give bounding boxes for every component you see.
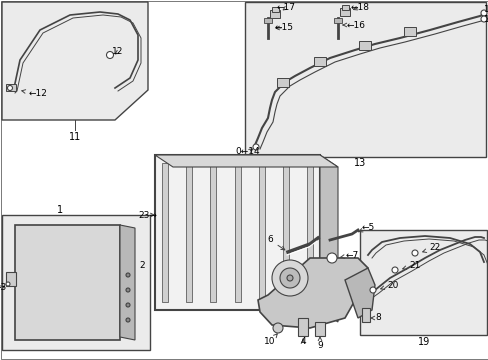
Circle shape <box>126 273 130 277</box>
Bar <box>313 57 325 66</box>
Text: 4: 4 <box>300 338 305 346</box>
Text: 11: 11 <box>69 132 81 142</box>
Text: ←16: ←16 <box>343 21 365 30</box>
Bar <box>361 308 369 322</box>
Polygon shape <box>345 268 374 318</box>
Circle shape <box>126 303 130 307</box>
Bar <box>339 8 349 16</box>
Bar <box>269 10 280 18</box>
Text: 9: 9 <box>317 337 322 350</box>
Bar <box>155 155 319 310</box>
Bar <box>15 225 120 340</box>
Circle shape <box>271 260 307 296</box>
Bar <box>2 215 150 350</box>
Text: 19: 19 <box>417 337 429 347</box>
Text: ←3: ←3 <box>0 284 7 292</box>
Text: ←12: ←12 <box>22 90 47 99</box>
Bar <box>282 163 288 302</box>
Text: 14: 14 <box>483 15 488 24</box>
Polygon shape <box>120 225 135 340</box>
Bar <box>341 5 348 10</box>
Circle shape <box>411 250 417 256</box>
Circle shape <box>326 253 336 263</box>
Text: ←18: ←18 <box>350 3 369 12</box>
Bar <box>403 27 415 36</box>
Text: 0←14: 0←14 <box>235 148 260 157</box>
Circle shape <box>272 323 283 333</box>
Circle shape <box>480 16 486 22</box>
Bar <box>210 163 216 302</box>
Circle shape <box>7 85 13 90</box>
Text: 13: 13 <box>353 158 366 168</box>
Bar <box>234 163 240 302</box>
Text: ←17: ←17 <box>276 4 295 13</box>
Bar <box>258 163 264 302</box>
Text: 1: 1 <box>57 205 63 215</box>
Text: ←5: ←5 <box>358 224 374 233</box>
Polygon shape <box>155 155 337 167</box>
Bar <box>314 322 325 336</box>
Text: 23→: 23→ <box>138 211 157 220</box>
Circle shape <box>126 288 130 292</box>
Bar <box>297 318 307 336</box>
Bar <box>333 18 341 23</box>
Circle shape <box>6 282 10 286</box>
Text: ←7: ←7 <box>339 251 358 260</box>
Circle shape <box>286 275 292 281</box>
Circle shape <box>369 287 375 293</box>
Text: 10: 10 <box>264 334 277 346</box>
Bar <box>6 272 16 286</box>
Bar <box>306 163 312 302</box>
Polygon shape <box>319 155 337 322</box>
Bar <box>6 84 16 91</box>
Text: 6: 6 <box>266 235 284 250</box>
Bar <box>358 41 370 50</box>
Text: 8: 8 <box>370 314 380 323</box>
Circle shape <box>280 268 299 288</box>
Circle shape <box>126 318 130 322</box>
Polygon shape <box>258 258 367 328</box>
Circle shape <box>106 51 113 58</box>
Bar <box>264 18 271 23</box>
Bar <box>244 2 485 157</box>
Text: 2: 2 <box>139 261 144 270</box>
Text: 22: 22 <box>422 243 440 252</box>
Text: 21: 21 <box>402 261 420 270</box>
Circle shape <box>391 267 397 273</box>
Text: 20: 20 <box>380 280 398 289</box>
Polygon shape <box>2 2 148 120</box>
Bar <box>359 230 486 335</box>
Text: 14: 14 <box>483 5 488 14</box>
Bar <box>271 7 279 12</box>
Text: ←15: ←15 <box>274 23 293 32</box>
Circle shape <box>252 144 259 150</box>
Circle shape <box>480 10 486 16</box>
Bar <box>276 78 288 87</box>
Bar <box>162 163 168 302</box>
Bar <box>186 163 192 302</box>
Text: 12: 12 <box>112 48 123 57</box>
